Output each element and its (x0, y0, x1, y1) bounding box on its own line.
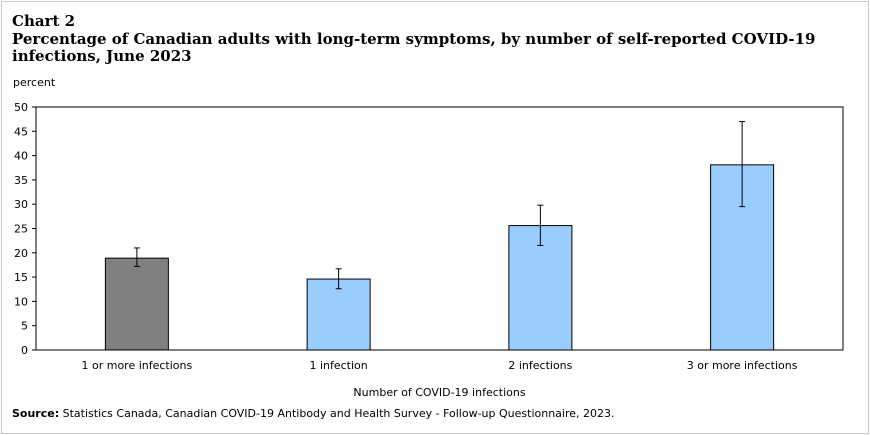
plot-area (35, 106, 844, 351)
y-tick-label: 40 (14, 150, 28, 163)
x-axis-title: Number of COVID-19 infections (353, 386, 525, 399)
y-tick-label: 10 (14, 295, 28, 308)
source-note: Source: Statistics Canada, Canadian COVI… (12, 407, 615, 420)
bar (306, 278, 371, 351)
x-tick-label: 1 infection (309, 359, 367, 372)
y-tick-label: 50 (14, 101, 28, 114)
y-tick-label: 5 (21, 320, 28, 333)
source-label: Source: (12, 407, 60, 420)
y-tick-label: 30 (14, 198, 28, 211)
bar (104, 257, 169, 351)
y-tick-label: 0 (21, 344, 28, 357)
x-tick-label: 1 or more infections (81, 359, 192, 372)
y-tick-label: 45 (14, 125, 28, 138)
x-axis: 1 or more infections 1 infection 2 infecti… (81, 359, 797, 372)
y-tick-label: 15 (14, 271, 28, 284)
error-bars (133, 121, 746, 290)
y-axis: 0 5 10 15 20 25 30 35 40 45 50 (14, 101, 36, 357)
bars (104, 164, 775, 351)
x-tick-label: 2 infections (508, 359, 572, 372)
y-tick-label: 25 (14, 223, 28, 236)
source-text: Statistics Canada, Canadian COVID-19 Ant… (59, 407, 615, 420)
x-tick-label: 3 or more infections (687, 359, 798, 372)
chart-number: Chart 2 (12, 12, 76, 30)
y-axis-unit-label: percent (13, 76, 56, 89)
y-tick-label: 20 (14, 247, 28, 260)
chart-title: Percentage of Canadian adults with long-… (12, 30, 816, 65)
y-tick-label: 35 (14, 174, 28, 187)
